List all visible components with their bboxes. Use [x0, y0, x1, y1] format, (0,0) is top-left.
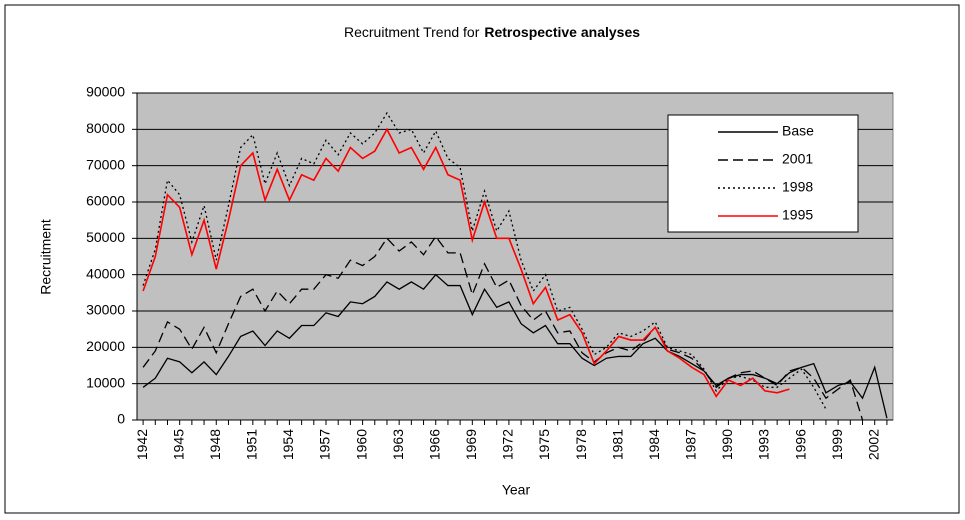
y-tick-label: 80000 [86, 120, 125, 136]
x-tick-label: 1996 [792, 429, 808, 460]
x-tick-label: 1978 [573, 429, 589, 460]
y-tick-label: 60000 [86, 193, 125, 209]
x-tick-label: 1969 [463, 429, 479, 460]
title-part: Retrospective analyses [484, 24, 640, 40]
x-tick-label: 1957 [317, 429, 333, 460]
y-tick-label: 20000 [86, 338, 125, 354]
chart-title: Recruitment Trend for Retrospective analy… [344, 24, 640, 40]
x-tick-label: 1984 [646, 429, 662, 460]
x-tick-label: 1948 [207, 429, 223, 460]
x-tick-label: 1960 [353, 429, 369, 460]
x-tick-label: 1999 [829, 429, 845, 460]
x-tick-label: 1951 [244, 429, 260, 460]
y-tick-label: 30000 [86, 302, 125, 318]
x-tick-label: 1963 [390, 429, 406, 460]
x-tick-label: 1945 [170, 429, 186, 460]
legend-label: 2001 [782, 151, 813, 167]
legend: Base 2001 1998 1995 [667, 114, 859, 233]
y-axis-label: Recruitment [38, 219, 54, 295]
x-tick-label: 1972 [500, 429, 516, 460]
legend-label: Base [782, 123, 814, 139]
y-tick-label: 90000 [86, 84, 125, 100]
series-line [142, 235, 864, 421]
y-tick-label: 0 [117, 411, 125, 427]
legend-label: 1995 [782, 207, 813, 223]
x-tick-label: 1954 [280, 429, 296, 460]
series-line [142, 111, 827, 410]
series-line [142, 127, 790, 398]
y-tick-label: 10000 [86, 374, 125, 390]
x-tick-label: 1990 [719, 429, 735, 460]
x-tick-label: 1993 [756, 429, 772, 460]
x-tick-label: 1975 [536, 429, 552, 460]
x-tick-label: 1942 [134, 429, 150, 460]
x-tick-label: 1987 [683, 429, 699, 460]
x-tick-label: 2002 [865, 429, 881, 460]
y-tick-label: 70000 [86, 156, 125, 172]
y-tick-label: 50000 [86, 229, 125, 245]
legend-label: 1998 [782, 179, 813, 195]
x-tick-label: 1981 [609, 429, 625, 460]
y-tick-label: 40000 [86, 265, 125, 281]
legend-box [667, 114, 859, 233]
title-part: Recruitment Trend for [344, 24, 480, 40]
x-axis-label: Year [502, 482, 531, 498]
x-tick-label: 1966 [426, 429, 442, 460]
